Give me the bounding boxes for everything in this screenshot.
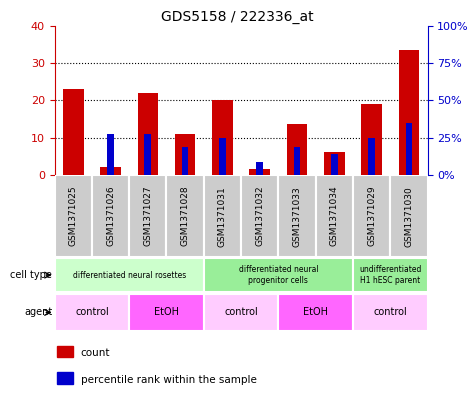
Bar: [406, 123, 412, 175]
Bar: [256, 162, 263, 175]
Text: control: control: [373, 307, 407, 318]
Bar: [390, 175, 428, 257]
Bar: [63, 89, 84, 175]
Bar: [144, 134, 151, 175]
Text: differentiated neural rosettes: differentiated neural rosettes: [73, 271, 186, 279]
Text: GSM1371030: GSM1371030: [404, 186, 413, 246]
Bar: [107, 134, 114, 175]
Bar: [294, 147, 300, 175]
Text: EtOH: EtOH: [154, 307, 179, 318]
Text: differentiated neural
progenitor cells: differentiated neural progenitor cells: [238, 265, 318, 285]
Bar: [182, 147, 189, 175]
Bar: [278, 175, 316, 257]
Bar: [368, 138, 375, 175]
Text: undifferentiated
H1 hESC parent: undifferentiated H1 hESC parent: [359, 265, 421, 285]
Bar: [55, 258, 204, 292]
Bar: [353, 294, 428, 331]
Bar: [57, 346, 73, 357]
Bar: [331, 154, 338, 175]
Bar: [92, 175, 129, 257]
Text: control: control: [224, 307, 258, 318]
Bar: [241, 175, 278, 257]
Text: agent: agent: [24, 307, 52, 318]
Text: percentile rank within the sample: percentile rank within the sample: [81, 375, 256, 384]
Bar: [361, 104, 382, 175]
Text: control: control: [75, 307, 109, 318]
Text: GSM1371032: GSM1371032: [255, 186, 264, 246]
Bar: [204, 294, 278, 331]
Text: GSM1371029: GSM1371029: [367, 186, 376, 246]
Bar: [324, 152, 344, 175]
Text: GSM1371025: GSM1371025: [69, 186, 78, 246]
Bar: [100, 167, 121, 175]
Bar: [249, 169, 270, 175]
Bar: [129, 175, 166, 257]
Text: count: count: [81, 348, 110, 358]
Bar: [175, 134, 195, 175]
Bar: [167, 175, 204, 257]
Text: GSM1371028: GSM1371028: [180, 186, 190, 246]
Text: GSM1371026: GSM1371026: [106, 186, 115, 246]
Bar: [129, 294, 204, 331]
Bar: [353, 175, 390, 257]
Text: GSM1371033: GSM1371033: [293, 186, 302, 246]
Bar: [204, 258, 353, 292]
Text: EtOH: EtOH: [303, 307, 328, 318]
Text: GSM1371031: GSM1371031: [218, 186, 227, 246]
Bar: [212, 100, 233, 175]
Bar: [219, 138, 226, 175]
Text: GSM1371027: GSM1371027: [143, 186, 152, 246]
Text: cell type: cell type: [10, 270, 52, 280]
Bar: [138, 93, 158, 175]
Bar: [55, 294, 129, 331]
Bar: [57, 372, 73, 384]
Text: GDS5158 / 222336_at: GDS5158 / 222336_at: [161, 10, 314, 24]
Bar: [204, 175, 241, 257]
Bar: [353, 258, 428, 292]
Bar: [315, 175, 353, 257]
Bar: [55, 175, 92, 257]
Text: GSM1371034: GSM1371034: [330, 186, 339, 246]
Bar: [278, 294, 353, 331]
Bar: [287, 125, 307, 175]
Bar: [399, 50, 419, 175]
